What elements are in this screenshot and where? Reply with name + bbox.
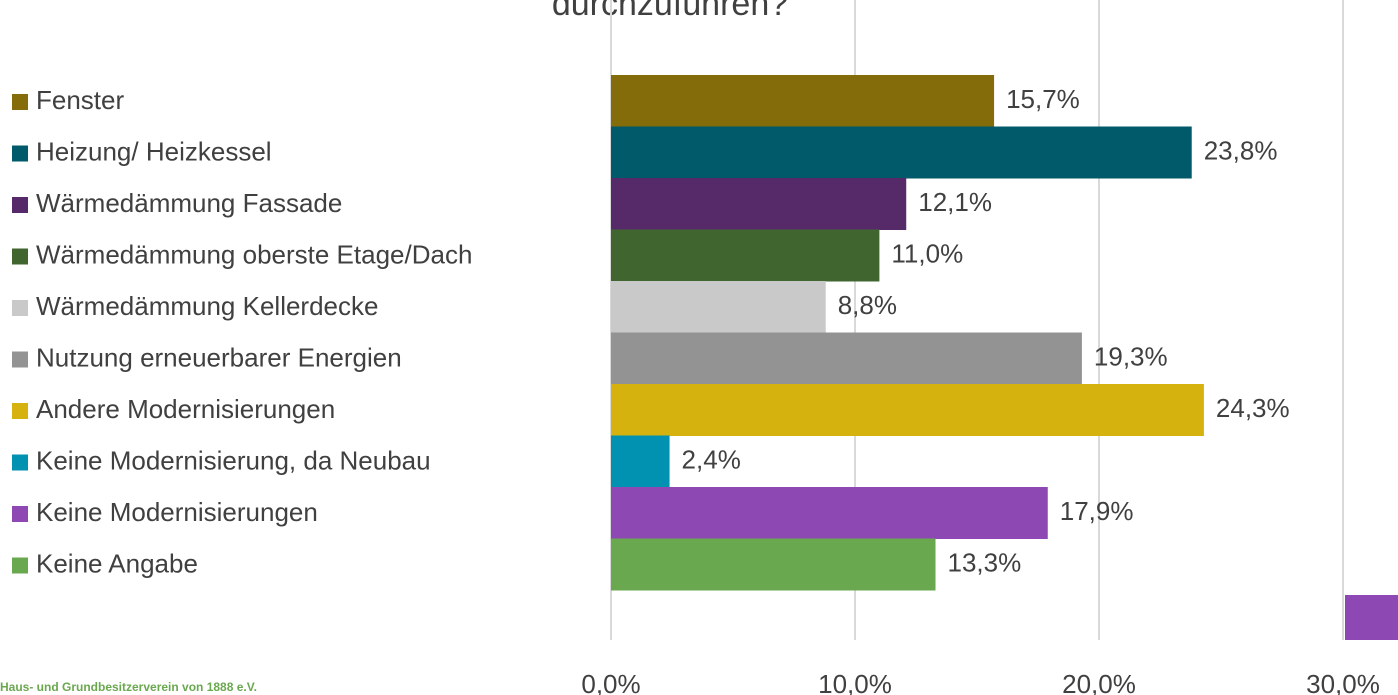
legend-swatch (12, 145, 28, 162)
data-label: 17,9% (1060, 496, 1134, 526)
legend-swatch (12, 94, 28, 110)
legend-label: Fenster (36, 85, 124, 115)
legend-label: Nutzung erneuerbarer Energien (36, 342, 402, 372)
bar (611, 332, 1082, 385)
bar (611, 229, 880, 282)
x-tick-label: 0,0% (581, 669, 640, 695)
x-tick-label: 10,0% (818, 669, 892, 695)
footer: Haus- und Grundbesitzerverein von 1888 e… (0, 680, 257, 694)
legend-swatch (12, 557, 28, 574)
legend-label: Wärmedämmung oberste Etage/Dach (36, 239, 472, 269)
x-tick-label: 20,0% (1062, 669, 1136, 695)
bar (611, 281, 826, 333)
data-label: 2,4% (682, 444, 741, 474)
data-label: 13,3% (948, 547, 1022, 577)
legend-swatch (12, 454, 28, 471)
bar (611, 178, 907, 230)
data-label: 24,3% (1216, 393, 1290, 423)
data-label: 12,1% (918, 187, 992, 217)
data-label: 15,7% (1006, 84, 1080, 114)
data-label: 11,0% (891, 238, 963, 268)
x-tick-label: 30,0% (1306, 669, 1380, 695)
legend-swatch (12, 403, 28, 419)
legend-label: Heizung/ Heizkessel (36, 136, 272, 166)
legend-label: Andere Modernisierungen (36, 394, 335, 424)
bar (611, 538, 936, 591)
legend-swatch (12, 351, 28, 368)
bar (611, 126, 1192, 179)
legend-label: Wärmedämmung Kellerdecke (36, 291, 378, 321)
bar (611, 435, 670, 488)
bar (611, 384, 1204, 436)
bar (611, 487, 1048, 539)
legend-swatch (12, 506, 28, 522)
legend-swatch (12, 197, 28, 213)
legend-label: Wärmedämmung Fassade (36, 188, 342, 218)
data-label: 8,8% (838, 290, 897, 320)
legend-swatch (12, 300, 28, 316)
legend-label: Keine Angabe (36, 548, 198, 578)
chart-title: durchzuführen? (552, 0, 788, 23)
decoration (1345, 595, 1398, 640)
data-label: 19,3% (1094, 341, 1168, 371)
legend-label: Keine Modernisierungen (36, 497, 318, 527)
legend-label: Keine Modernisierung, da Neubau (36, 445, 431, 475)
bar (611, 75, 995, 127)
data-label: 23,8% (1204, 135, 1278, 165)
legend-swatch (12, 248, 28, 265)
